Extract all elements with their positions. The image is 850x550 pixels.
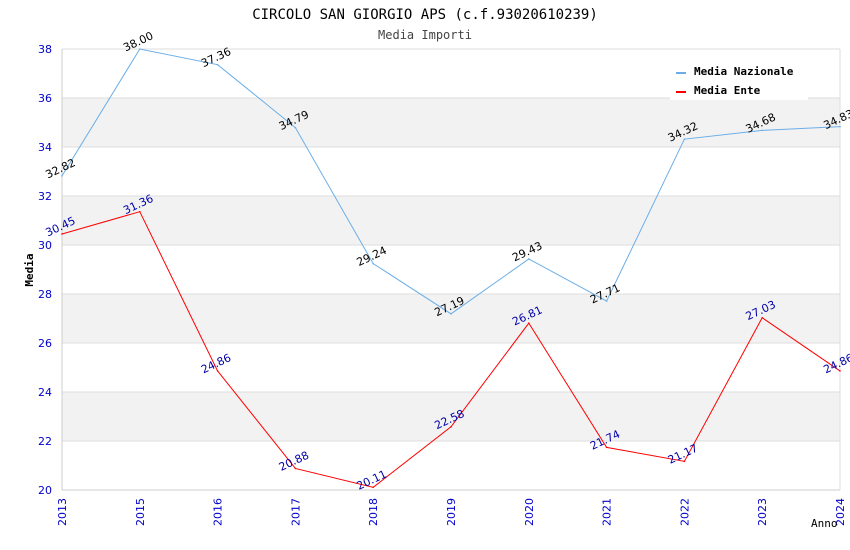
x-tick-label: 2018 [367, 498, 380, 526]
legend-box [670, 60, 808, 100]
data-point [839, 370, 841, 372]
legend-entry: Media Nazionale [694, 65, 794, 78]
data-point [294, 467, 297, 470]
grid-band [62, 147, 840, 196]
data-point [839, 125, 841, 128]
y-tick-label: 36 [38, 92, 52, 105]
y-tick-label: 26 [38, 337, 52, 350]
data-point [683, 460, 686, 463]
data-point [683, 138, 686, 140]
grid-band [62, 392, 840, 441]
y-tick-label: 38 [38, 43, 52, 56]
data-point [761, 129, 763, 132]
legend: Media Nazionale Media Ente [670, 60, 808, 100]
grid-band [62, 245, 840, 294]
grid-band [62, 98, 840, 147]
grid-lines [62, 48, 840, 491]
x-tick-label: 2023 [756, 498, 769, 526]
data-point [761, 316, 763, 319]
y-tick-label: 20 [38, 484, 52, 497]
y-tick-label: 24 [38, 386, 52, 399]
data-point [528, 322, 530, 324]
y-tick-label: 34 [38, 141, 52, 154]
data-point [528, 258, 530, 260]
data-point [450, 313, 452, 315]
data-point [605, 446, 608, 449]
x-tick-label: 2022 [678, 498, 691, 526]
data-point [139, 48, 141, 50]
chart-subtitle: Media Importi [378, 28, 472, 42]
y-axis-label: Media [23, 253, 36, 286]
data-point [216, 63, 219, 66]
grid-band [62, 441, 840, 490]
x-tick-label: 2020 [523, 498, 536, 526]
data-point [61, 175, 63, 177]
y-tick-label: 22 [38, 435, 52, 448]
y-tick-label: 30 [38, 239, 52, 252]
x-tick-label: 2013 [56, 498, 69, 526]
grid-band [62, 196, 840, 245]
x-tick-label: 2017 [289, 498, 302, 526]
y-tick-label: 32 [38, 190, 52, 203]
x-tick-label: 2016 [212, 498, 225, 526]
series-lines [61, 48, 841, 489]
data-point [372, 486, 375, 489]
x-tick-label: 2024 [834, 498, 847, 526]
grid-bands [62, 49, 840, 490]
data-point [139, 210, 141, 213]
grid-band [62, 343, 840, 392]
data-point [61, 233, 63, 235]
data-point [216, 370, 219, 372]
legend-entry: Media Ente [694, 84, 761, 97]
x-axis-label: Anno [811, 517, 838, 530]
y-tick-label: 28 [38, 288, 52, 301]
chart-title: CIRCOLO SAN GIORGIO APS (c.f.93020610239… [252, 7, 598, 23]
data-point [450, 425, 452, 428]
data-point [294, 126, 297, 129]
data-point [605, 300, 608, 302]
x-tick-label: 2015 [134, 498, 147, 526]
data-point [372, 262, 375, 265]
x-tick-label: 2021 [601, 498, 614, 526]
x-tick-label: 2019 [445, 498, 458, 526]
